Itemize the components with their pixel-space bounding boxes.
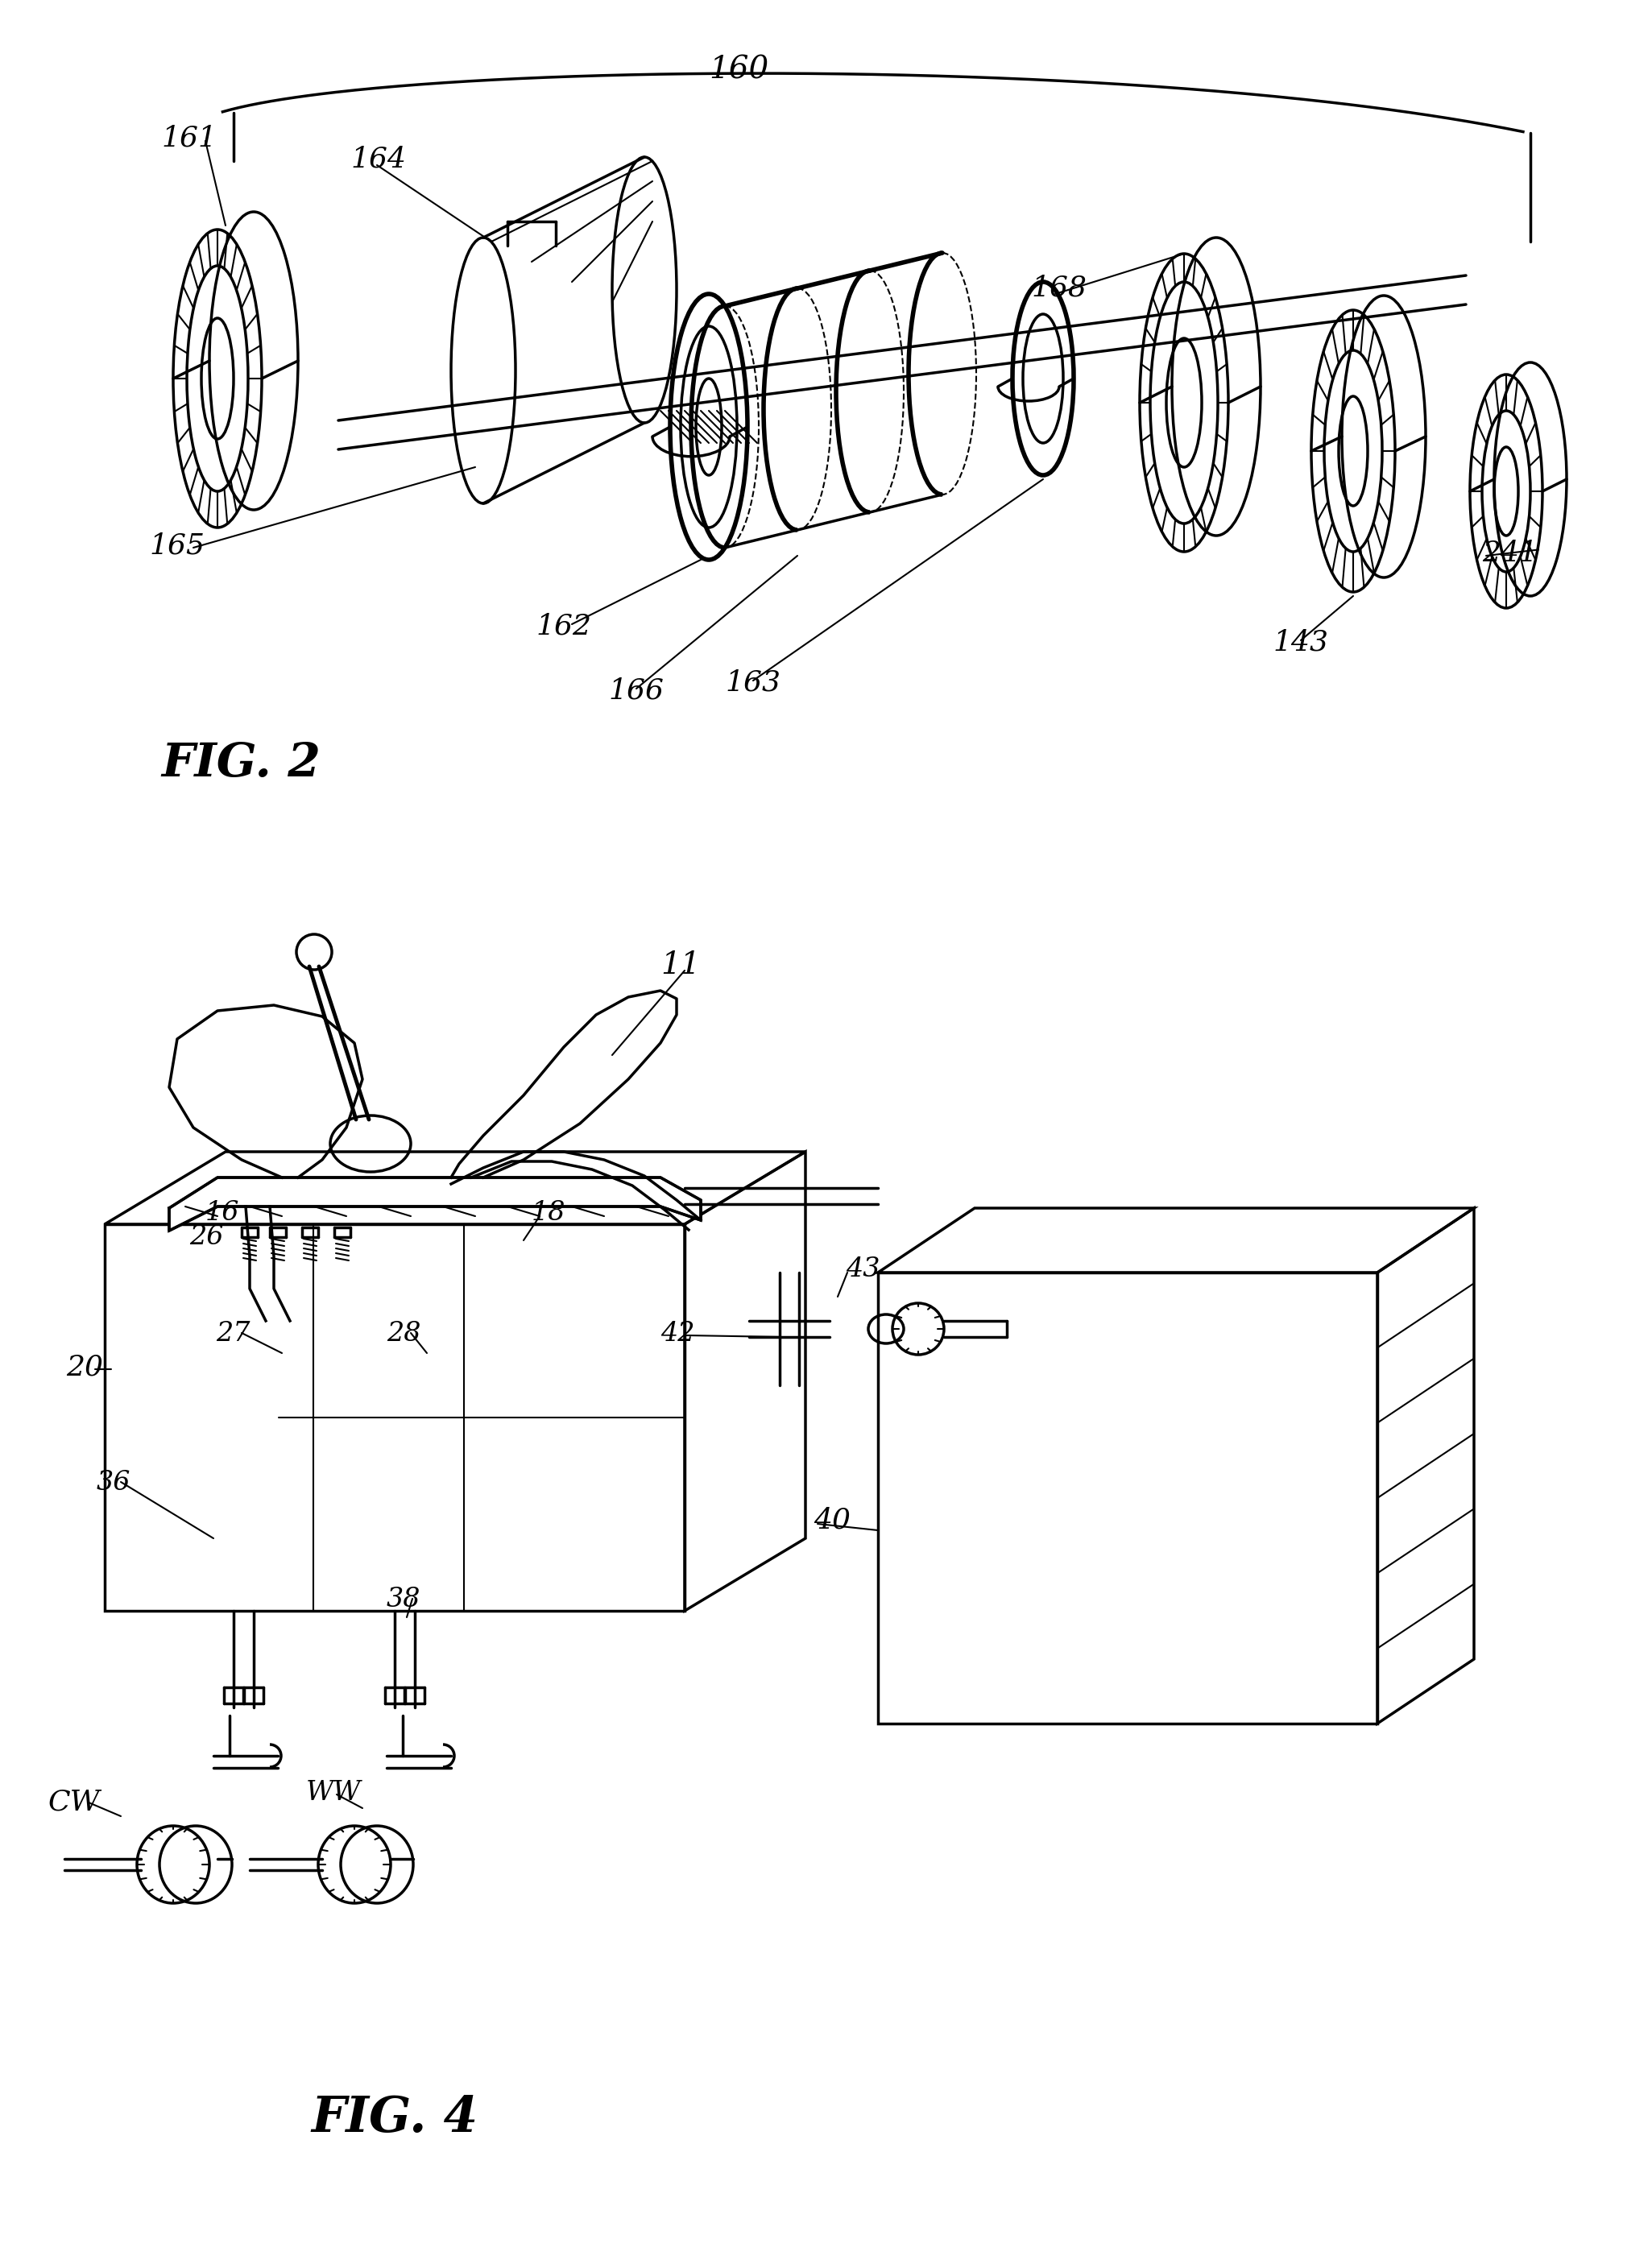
Text: 36: 36 [97, 1469, 131, 1497]
Text: 163: 163 [725, 668, 780, 695]
Text: 161: 161 [162, 125, 216, 152]
Text: CW: CW [48, 1789, 101, 1816]
Text: 27: 27 [216, 1320, 249, 1347]
Text: 11: 11 [661, 951, 700, 980]
Text: 38: 38 [387, 1587, 421, 1612]
Text: 164: 164 [350, 145, 406, 172]
Text: 42: 42 [661, 1320, 695, 1347]
Text: FIG. 2: FIG. 2 [162, 740, 320, 786]
Polygon shape [169, 1177, 700, 1232]
Text: 168: 168 [1031, 274, 1087, 301]
Text: 160: 160 [709, 54, 768, 84]
Text: 26: 26 [190, 1225, 223, 1250]
Text: 165: 165 [149, 532, 205, 559]
Text: WW: WW [306, 1780, 362, 1807]
Text: 143: 143 [1272, 627, 1328, 657]
Text: 18: 18 [532, 1200, 567, 1225]
Text: 43: 43 [846, 1257, 881, 1281]
Text: 162: 162 [535, 611, 591, 638]
Text: 28: 28 [387, 1320, 421, 1347]
Text: 166: 166 [608, 677, 664, 704]
Text: 20: 20 [66, 1354, 102, 1381]
Text: 241: 241 [1482, 539, 1538, 566]
Text: FIG. 4: FIG. 4 [311, 2094, 477, 2142]
Text: 16: 16 [205, 1200, 240, 1225]
Text: 40: 40 [813, 1506, 851, 1533]
